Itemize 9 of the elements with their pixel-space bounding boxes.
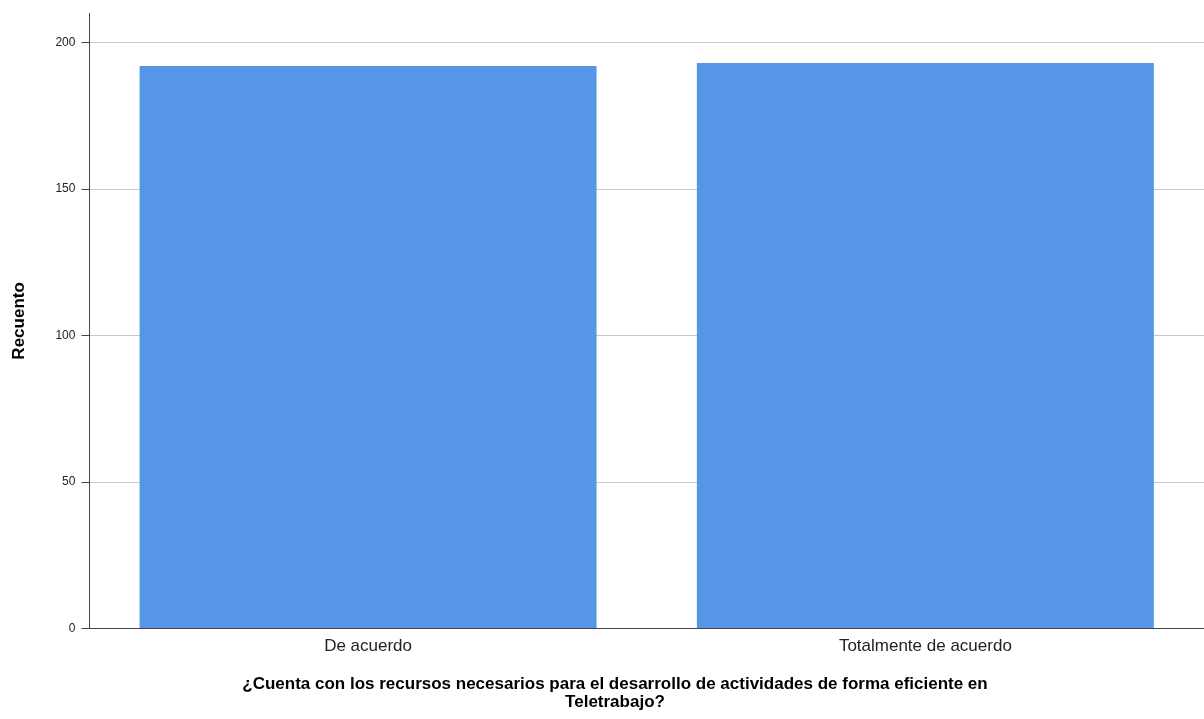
y-tick-label: 100 — [55, 327, 76, 342]
y-tick-label: 150 — [55, 181, 76, 196]
x-tick-label: De acuerdo — [324, 636, 413, 656]
y-axis-title: Recuento — [8, 282, 28, 360]
y-tick-label: 0 — [68, 620, 76, 635]
x-axis-title: ¿Cuenta con los recursos necesarios para el desarrollo de actividades de forma eficiente en Teletrabajo? — [241, 674, 989, 711]
y-tick-label: 200 — [55, 34, 76, 49]
y-tick-label: 50 — [62, 474, 76, 489]
x-tick-label: Totalmente de acuerdo — [838, 636, 1012, 656]
